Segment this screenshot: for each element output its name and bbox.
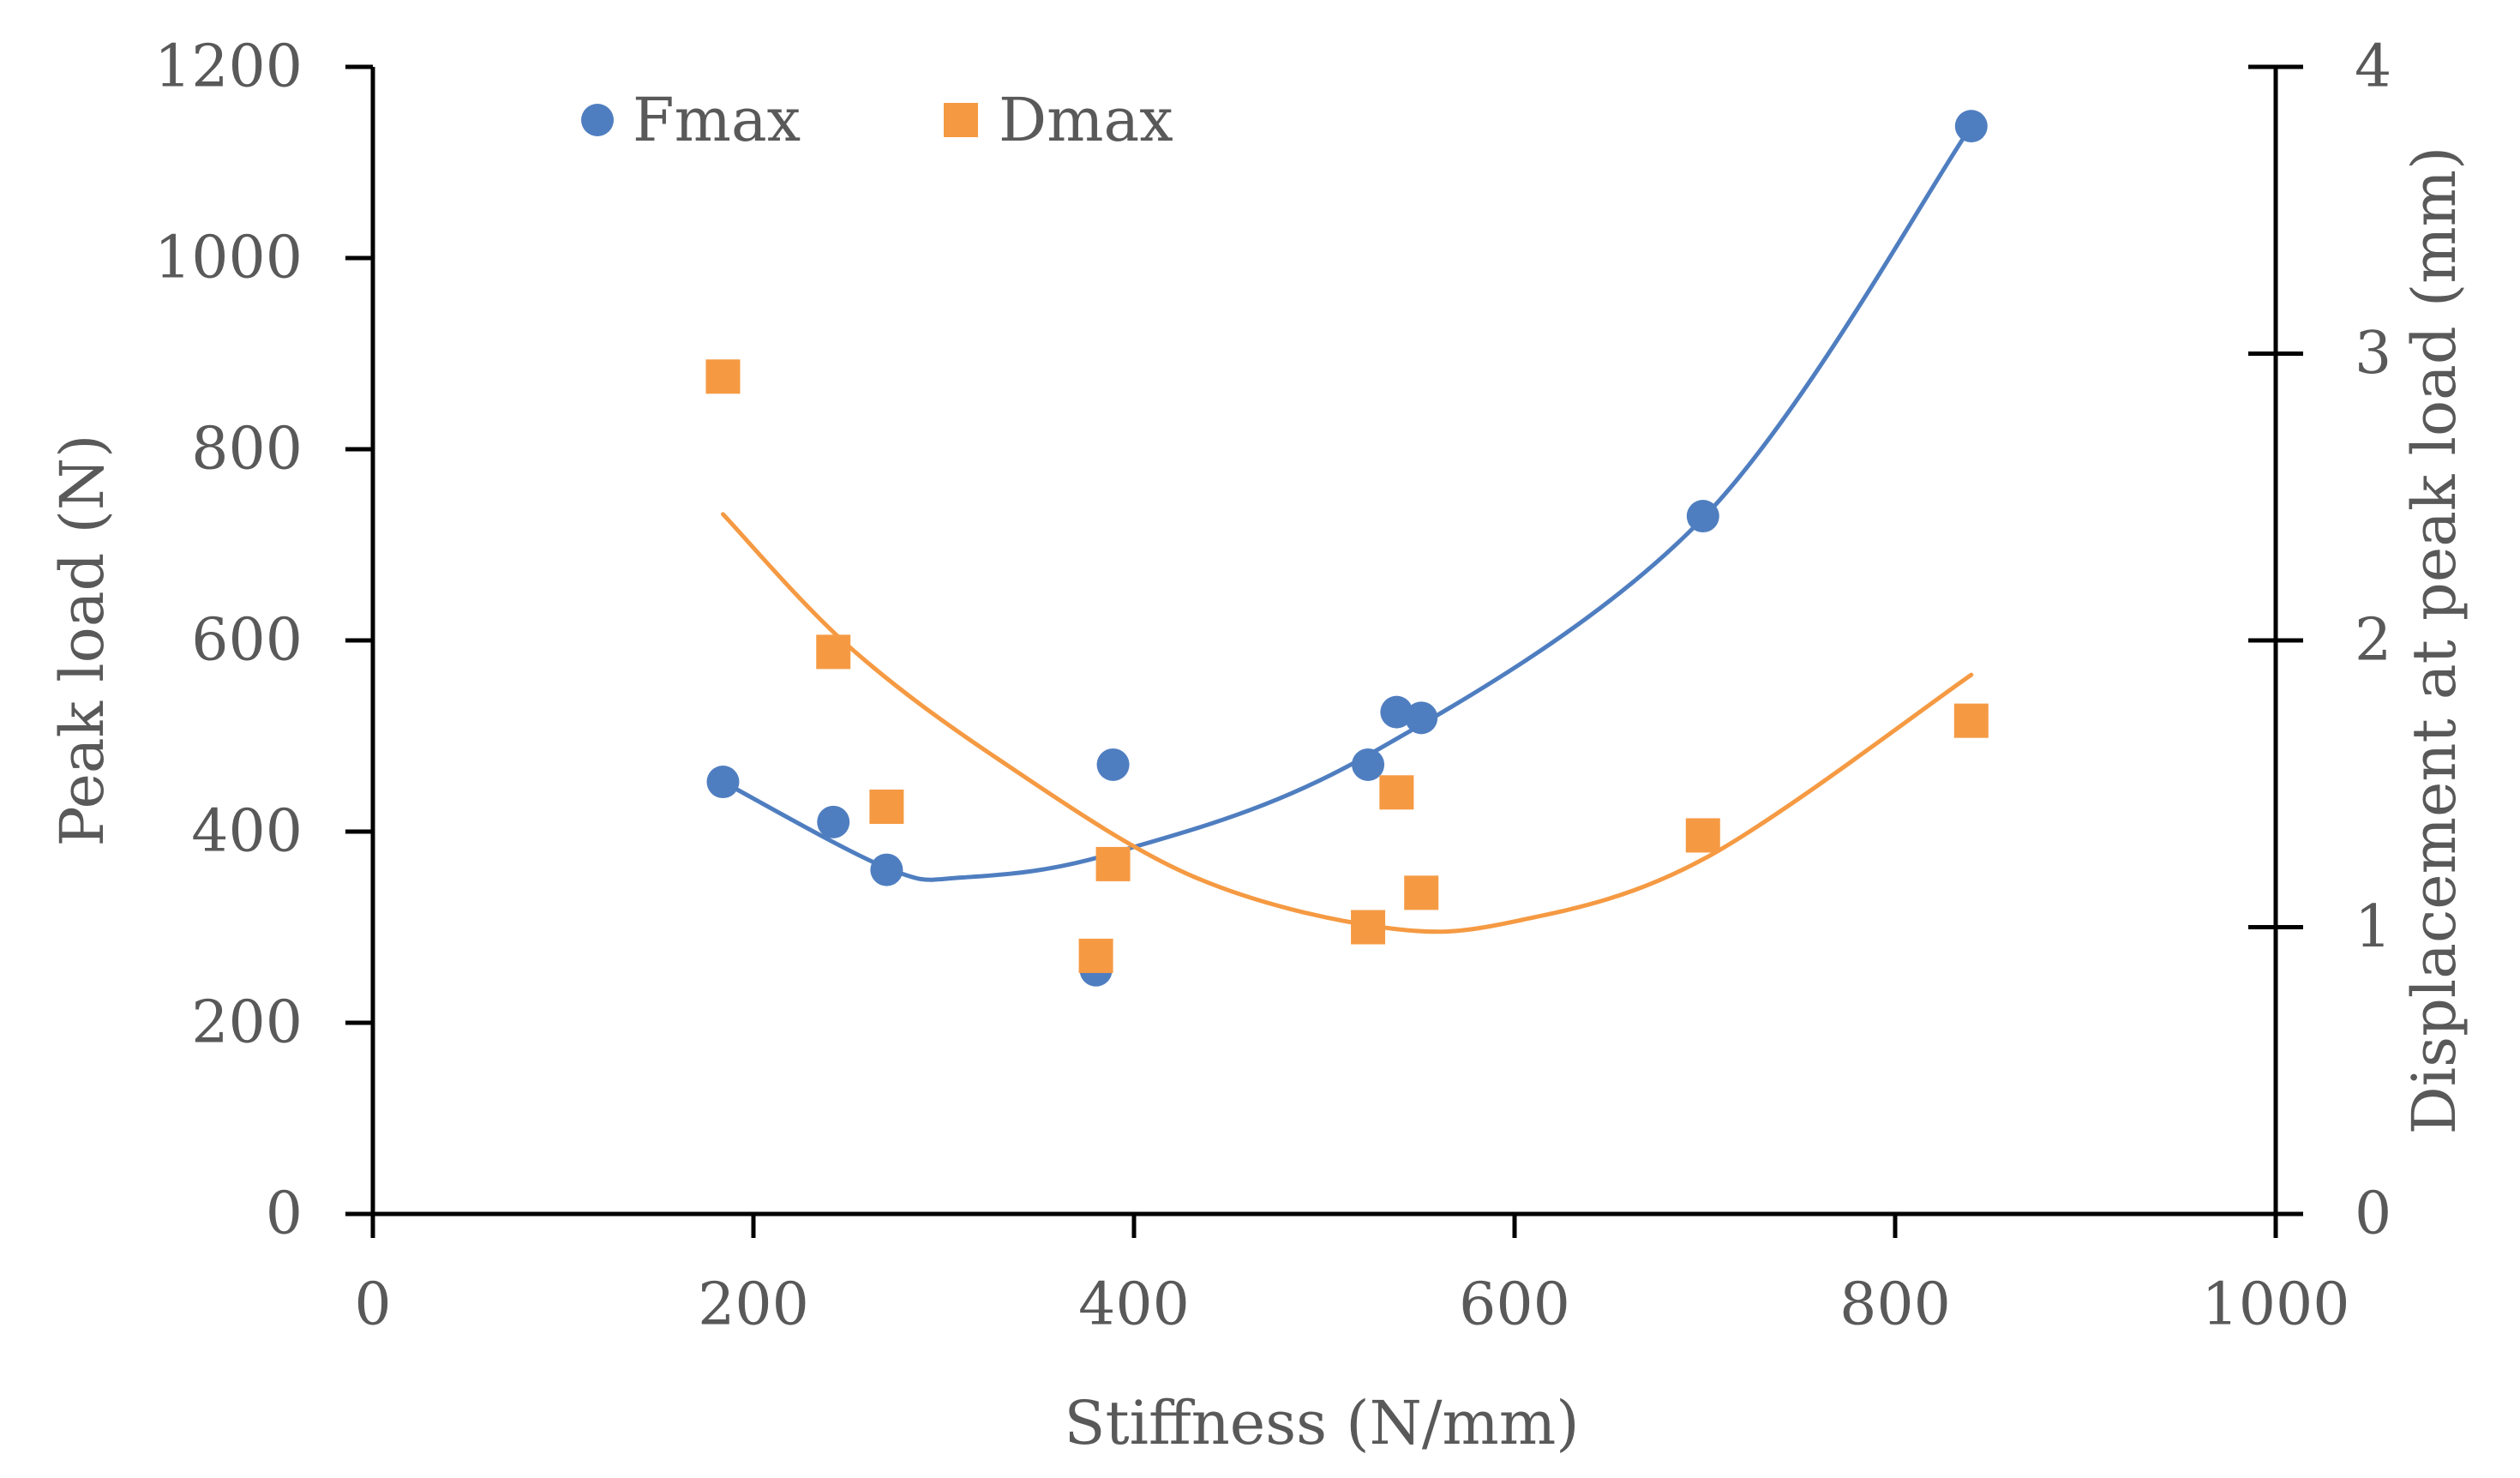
y-tick-label: 1200 — [154, 33, 303, 101]
dmax-trendline — [720, 512, 1974, 934]
dmax-point — [1078, 938, 1113, 973]
x-tick-label: 0 — [354, 1271, 391, 1339]
dmax-point — [1953, 703, 1989, 738]
legend-fmax-marker — [581, 104, 614, 136]
dmax-point — [816, 634, 851, 670]
y2-tick-label: 3 — [2355, 320, 2391, 388]
fmax-point — [1380, 695, 1413, 729]
legend: Fmax Dmax — [581, 85, 1173, 155]
legend-fmax-label: Fmax — [633, 85, 801, 155]
dmax-point — [1685, 818, 1720, 853]
dmax-point — [1095, 846, 1131, 881]
dmax-point — [705, 359, 741, 394]
y-tick-label: 400 — [191, 798, 303, 866]
dmax-point — [1379, 775, 1414, 810]
fmax-point — [1096, 748, 1130, 781]
y2-tick-label: 0 — [2355, 1181, 2391, 1248]
axes-layer: 0 200 400 600 800 100002004006008001000120001… — [154, 33, 2391, 1339]
trendlines — [720, 123, 1974, 934]
dmax-point — [1404, 875, 1439, 910]
fmax-point — [1352, 748, 1385, 781]
y2-axis-title: Displacement at peak load (mm) — [2399, 147, 2469, 1135]
x-tick-label: 800 — [1839, 1271, 1951, 1339]
fmax-point — [1954, 110, 1988, 143]
fmax-point — [706, 766, 740, 799]
x-tick-label: 600 — [1459, 1271, 1570, 1339]
dmax-point — [1351, 910, 1386, 945]
fmax-point — [1405, 701, 1438, 735]
y2-tick-label: 4 — [2355, 33, 2391, 101]
x-axis-title: Stiffness (N/mm) — [1064, 1388, 1579, 1458]
y-tick-label: 1000 — [154, 225, 303, 292]
dmax-point — [869, 790, 904, 825]
y2-tick-label: 1 — [2355, 893, 2391, 961]
fmax-point — [1686, 500, 1719, 533]
y-tick-label: 0 — [266, 1181, 303, 1248]
fmax-point — [870, 853, 903, 886]
data-points — [705, 110, 1989, 987]
x-tick-label: 1000 — [2201, 1271, 2349, 1339]
y-tick-label: 200 — [191, 989, 303, 1057]
legend-dmax-marker — [944, 103, 978, 137]
y-tick-label: 800 — [191, 416, 303, 484]
legend-dmax-label: Dmax — [999, 85, 1173, 155]
x-tick-label: 400 — [1078, 1271, 1190, 1339]
x-tick-label: 200 — [698, 1271, 809, 1339]
fmax-trendline — [720, 123, 1974, 882]
y2-tick-label: 2 — [2355, 607, 2391, 675]
y-tick-label: 600 — [191, 607, 303, 675]
y-axis-title: Peak load (N) — [47, 435, 117, 847]
fmax-point — [817, 805, 850, 838]
